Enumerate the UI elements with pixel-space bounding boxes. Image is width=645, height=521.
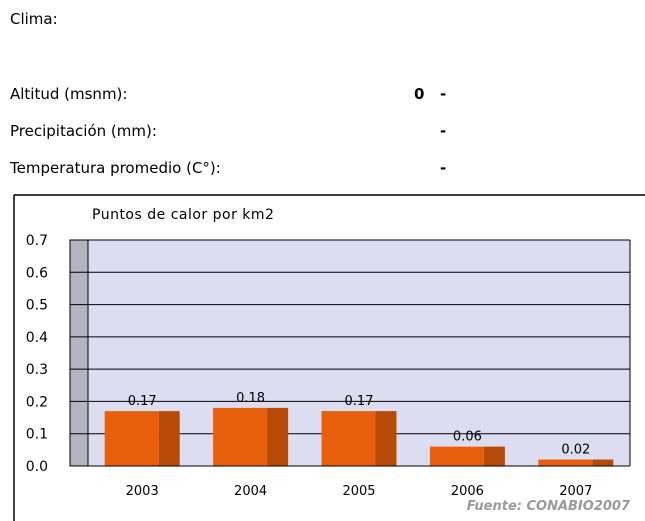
precipitacion-value: - — [440, 122, 447, 140]
chart-source: Fuente: CONABIO2007 — [467, 499, 631, 514]
bar-2007 — [538, 459, 614, 466]
y-tick-label: 0.4 — [26, 330, 48, 346]
bar-2006 — [429, 446, 505, 466]
bar-value-label: 0.17 — [128, 394, 157, 409]
altitud-dash: - — [440, 85, 447, 103]
x-tick-label: 2005 — [342, 484, 375, 499]
chart-title: Puntos de calor por km2 — [92, 207, 274, 223]
temperatura-label: Temperatura promedio (C°): — [10, 159, 221, 177]
plot-side-wall — [69, 239, 89, 467]
bar-2005 — [321, 411, 397, 466]
y-tick-label: 0.3 — [26, 362, 48, 378]
bar-value-label: 0.18 — [236, 391, 265, 406]
x-tick-label: 2006 — [451, 484, 484, 499]
bar-2004 — [213, 407, 289, 466]
bar-value-label: 0.06 — [453, 430, 482, 445]
x-tick-label: 2007 — [559, 484, 592, 499]
temperatura-value: - — [440, 159, 447, 177]
y-tick-label: 0.7 — [26, 233, 48, 249]
y-tick-label: 0.2 — [26, 394, 48, 410]
precipitacion-label: Precipitación (mm): — [10, 122, 157, 140]
clima-label: Clima: — [10, 10, 58, 28]
y-tick-label: 0.1 — [26, 427, 48, 443]
y-tick-label: 0.6 — [26, 265, 48, 281]
y-tick-label: 0.0 — [26, 459, 48, 475]
y-tick-label: 0.5 — [26, 298, 48, 314]
altitud-label: Altitud (msnm): — [10, 85, 128, 103]
bar-value-label: 0.02 — [561, 443, 590, 458]
chart-frame — [13, 194, 645, 521]
bar-value-label: 0.17 — [345, 394, 374, 409]
x-tick-label: 2003 — [126, 484, 159, 499]
bar-2003 — [104, 411, 180, 466]
x-tick-label: 2004 — [234, 484, 267, 499]
altitud-value: 0 — [414, 85, 425, 103]
